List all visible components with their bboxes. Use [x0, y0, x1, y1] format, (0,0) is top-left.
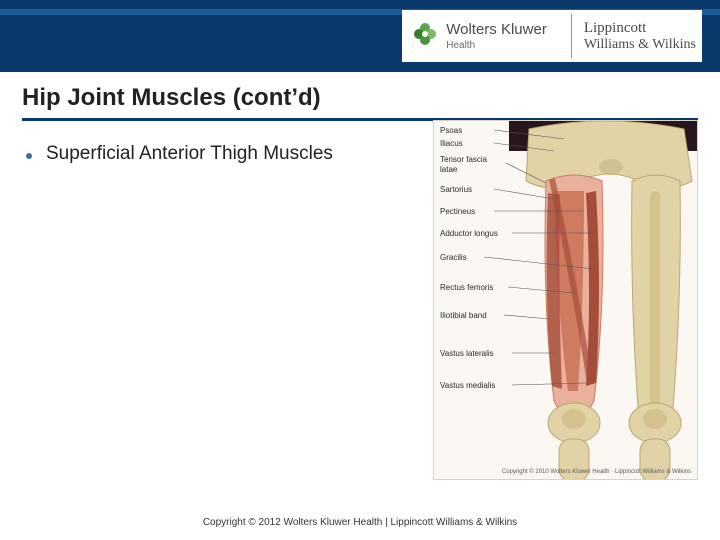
anatomy-diagram: Psoas Iliacus Tensor fascia latae Sartor…	[433, 120, 698, 480]
label-adductor-longus: Adductor longus	[440, 229, 498, 238]
bullet-text: Superficial Anterior Thigh Muscles	[46, 143, 333, 165]
label-vastus-medialis: Vastus medialis	[440, 381, 495, 390]
brand-wk-sub: Health	[446, 40, 547, 51]
label-pectineus: Pectineus	[440, 207, 475, 216]
clover-icon	[412, 21, 438, 52]
brand-lww: Lippincott Williams & Wilkins	[584, 20, 696, 52]
brand-lww-line1: Lippincott	[584, 20, 696, 37]
slide-header: Wolters Kluwer Health Lippincott William…	[0, 0, 720, 72]
label-vastus-lateralis: Vastus lateralis	[440, 349, 494, 358]
label-sartorius: Sartorius	[440, 185, 472, 194]
slide-footer: Copyright © 2012 Wolters Kluwer Health |…	[0, 517, 720, 528]
brand-block: Wolters Kluwer Health Lippincott William…	[402, 10, 702, 62]
brand-wk-main: Wolters Kluwer	[446, 21, 547, 38]
diagram-canvas: Psoas Iliacus Tensor fascia latae Sartor…	[434, 121, 697, 479]
page-title: Hip Joint Muscles (cont’d)	[22, 84, 698, 112]
label-tfl-2: latae	[440, 165, 457, 174]
label-iliotibial-band: Iliotibial band	[440, 311, 487, 320]
label-gracilis: Gracilis	[440, 253, 467, 262]
label-iliacus: Iliacus	[440, 139, 463, 148]
diagram-credit: Copyright © 2010 Wolters Kluwer Health ·…	[502, 469, 691, 475]
label-psoas: Psoas	[440, 126, 462, 135]
anatomy-svg	[434, 121, 697, 479]
brand-wk: Wolters Kluwer Health	[412, 21, 559, 52]
label-tfl-1: Tensor fascia	[440, 155, 487, 164]
brand-wk-text: Wolters Kluwer Health	[446, 21, 547, 51]
bullet-icon	[26, 153, 32, 159]
title-area: Hip Joint Muscles (cont’d)	[22, 84, 698, 121]
label-rectus-femoris: Rectus femoris	[440, 283, 493, 292]
brand-divider	[571, 14, 572, 58]
brand-lww-line2: Williams & Wilkins	[584, 37, 696, 52]
